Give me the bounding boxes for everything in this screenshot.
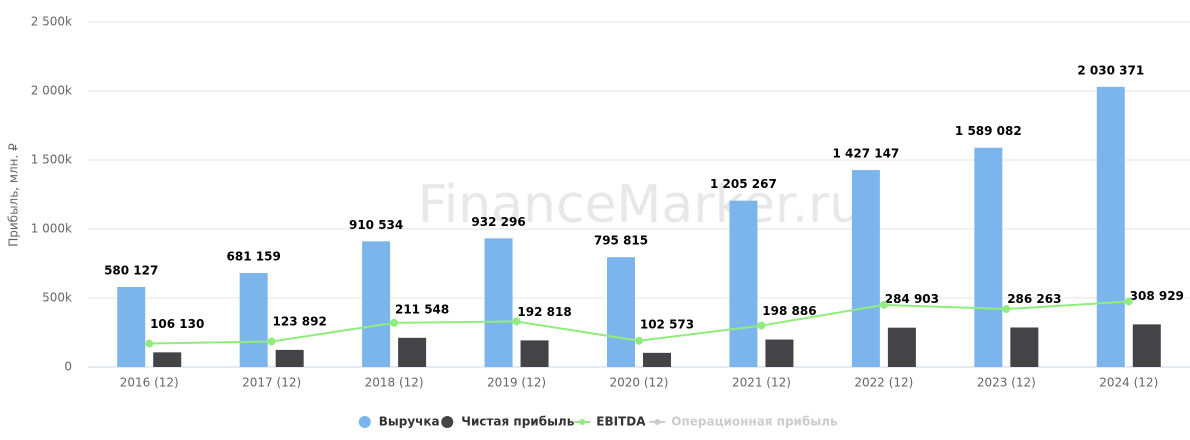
value-label: 106 130 [150, 317, 204, 331]
point [267, 337, 276, 346]
bar [1096, 86, 1125, 367]
bar [607, 257, 635, 367]
y-tick-label: 1 000k [31, 222, 72, 236]
value-label: 1 589 082 [955, 124, 1022, 138]
watermark: FinanceMarker.ru [418, 175, 863, 235]
bar [275, 349, 304, 367]
bar [398, 337, 427, 367]
y-tick-label: 500k [42, 291, 72, 305]
x-tick-label: 2023 (12) [977, 376, 1036, 390]
bar [484, 238, 513, 367]
point [635, 336, 643, 345]
bar [765, 339, 794, 367]
y-tick-label: 2 000k [31, 84, 72, 98]
legend-marker [441, 416, 454, 428]
y-axis-title: Прибыль, млн. ₽ [7, 143, 21, 247]
legend-label[interactable]: Операционная прибыль [671, 415, 838, 429]
point [757, 321, 766, 330]
legend-label[interactable]: Выручка [379, 415, 440, 429]
x-tick-label: 2024 (12) [1099, 376, 1158, 390]
value-label: 192 818 [517, 305, 571, 319]
value-label: 211 548 [395, 302, 449, 316]
x-tick-label: 2020 (12) [610, 376, 669, 390]
point [512, 317, 521, 326]
bar [362, 241, 391, 367]
value-label: 795 815 [594, 234, 648, 248]
point [1124, 297, 1133, 306]
value-label: 102 573 [640, 317, 694, 331]
point [390, 318, 399, 327]
bar [643, 352, 671, 367]
point [1002, 305, 1011, 314]
bar [520, 340, 549, 367]
y-tick-label: 0 [64, 360, 72, 374]
bar [239, 273, 268, 367]
value-label: 681 159 [227, 250, 281, 264]
x-tick-label: 2017 (12) [242, 376, 301, 390]
x-tick-label: 2019 (12) [487, 376, 546, 390]
value-label: 198 886 [762, 304, 816, 318]
legend-label[interactable]: Чистая прибыль [461, 415, 574, 429]
value-label: 932 296 [471, 215, 525, 229]
bar [117, 286, 146, 367]
bar [729, 200, 758, 367]
legend-marker [579, 419, 586, 425]
value-label: 580 127 [104, 263, 158, 277]
bar [974, 147, 1003, 367]
y-tick-label: 2 500k [31, 15, 72, 29]
x-tick-label: 2022 (12) [854, 376, 913, 390]
value-label: 284 903 [885, 292, 939, 306]
legend-label[interactable]: EBITDA [596, 415, 646, 429]
x-tick-label: 2016 (12) [120, 376, 179, 390]
point [145, 339, 154, 348]
value-label: 308 929 [1130, 289, 1184, 303]
value-label: 2 030 371 [1077, 63, 1144, 77]
point [879, 300, 888, 309]
legend-marker [358, 416, 371, 428]
value-label: 910 534 [349, 218, 403, 232]
bar [1010, 327, 1039, 367]
value-label: 1 205 267 [710, 177, 777, 191]
bar [887, 327, 916, 367]
bar [1132, 324, 1161, 367]
bar [153, 352, 182, 367]
bar [851, 170, 880, 367]
value-label: 286 263 [1007, 292, 1061, 306]
legend-marker [654, 419, 661, 425]
y-tick-label: 1 500k [31, 153, 72, 167]
x-tick-label: 2018 (12) [365, 376, 424, 390]
x-tick-label: 2021 (12) [732, 376, 791, 390]
value-label: 1 427 147 [832, 147, 899, 161]
value-label: 123 892 [273, 314, 327, 328]
